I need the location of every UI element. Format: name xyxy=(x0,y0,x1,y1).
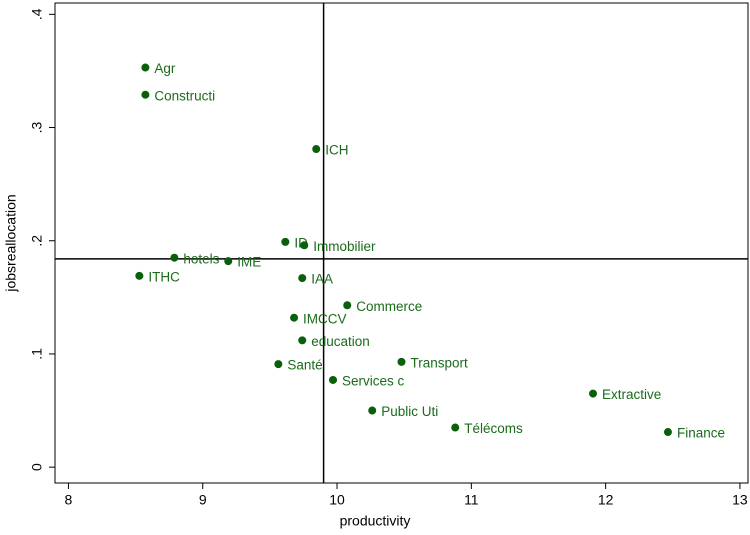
point-label: IMCCV xyxy=(303,311,347,326)
x-tick-label: 8 xyxy=(65,492,73,508)
point-label: Immobilier xyxy=(313,239,376,254)
y-tick-label: .1 xyxy=(29,348,45,360)
point xyxy=(170,253,179,262)
point-label: education xyxy=(311,334,370,349)
point xyxy=(141,90,150,99)
plot-frame xyxy=(54,2,749,484)
point-label: Finance xyxy=(677,426,725,441)
point-label: ITHC xyxy=(148,269,180,284)
y-tick-label: 0 xyxy=(29,463,45,471)
point xyxy=(274,360,283,369)
x-tick-label: 9 xyxy=(199,492,207,508)
point xyxy=(312,145,321,154)
point-label: Télécoms xyxy=(464,421,523,436)
point xyxy=(451,423,460,432)
point-label: Services c xyxy=(342,374,405,389)
x-tick-label: 12 xyxy=(598,492,614,508)
point-label: IAA xyxy=(311,272,333,287)
y-tick-label: .4 xyxy=(29,8,45,20)
point-label: Extractive xyxy=(602,387,661,402)
point xyxy=(300,241,309,250)
point-label: IME xyxy=(237,255,261,270)
point xyxy=(343,301,352,310)
point xyxy=(224,257,233,266)
x-tick-label: 13 xyxy=(732,492,748,508)
point-label: Constructi xyxy=(154,88,215,103)
x-tick-label: 10 xyxy=(329,492,345,508)
point-label: Transport xyxy=(411,355,469,370)
point xyxy=(663,428,672,437)
point xyxy=(589,389,598,398)
point xyxy=(298,336,307,345)
y-tick-label: .3 xyxy=(29,121,45,133)
point xyxy=(290,313,299,322)
x-tick-label: 11 xyxy=(464,492,479,508)
point xyxy=(298,274,307,283)
point xyxy=(329,375,338,384)
point xyxy=(397,357,406,366)
y-axis-label: jobsreallocation xyxy=(3,194,19,292)
y-tick-label: .2 xyxy=(29,235,45,247)
point-label: Santé xyxy=(287,358,322,373)
point xyxy=(281,237,290,246)
point xyxy=(135,271,144,280)
x-axis-label: productivity xyxy=(340,513,411,529)
point xyxy=(368,406,377,415)
point xyxy=(141,63,150,72)
point-label: ICH xyxy=(325,143,348,158)
point-label: hotels xyxy=(183,251,219,266)
point-label: Commerce xyxy=(356,299,422,314)
point-label: Public Uti xyxy=(381,404,438,419)
point-label: Agr xyxy=(154,61,176,76)
